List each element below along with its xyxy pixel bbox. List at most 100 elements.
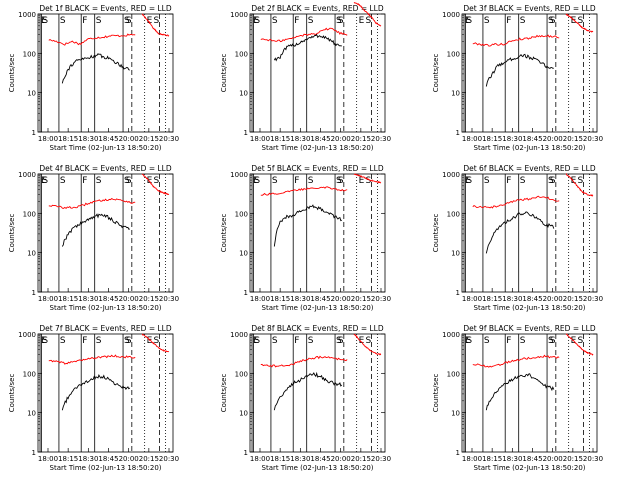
x-axis-label: Start Time (02-Jun-13 18:50:20) — [50, 144, 162, 152]
x-tick-label: 18:15 — [270, 295, 290, 303]
marker-label: E — [147, 16, 153, 26]
marker-label: S — [520, 336, 526, 346]
x-tick-label: 18:30 — [78, 295, 98, 303]
x-tick-label: 18:45 — [310, 135, 330, 143]
x-tick-label: 20:30 — [159, 135, 179, 143]
marker-label: S — [124, 176, 130, 186]
x-tick-label: 18:00 — [462, 455, 482, 463]
y-tick-label: 10 — [451, 410, 460, 418]
y-tick-label: 10 — [239, 90, 248, 98]
detector-panel: Det 9f BLACK = Events, RED = LLD 1 10 100 10… — [432, 324, 603, 472]
y-tick-label: 10 — [239, 410, 248, 418]
marker-label: F — [506, 16, 511, 26]
events-series-line — [273, 204, 342, 247]
marker-label: S — [272, 16, 278, 26]
y-axis-label: Counts/sec — [220, 54, 228, 93]
marker-label: F — [82, 16, 87, 26]
y-tick-label: 100 — [235, 370, 248, 378]
y-tick-label: 1 — [32, 449, 36, 457]
y-tick-label: 10 — [239, 250, 248, 258]
plot-frame — [37, 13, 174, 133]
plot-frame — [37, 333, 174, 453]
marker-label: S — [42, 16, 48, 26]
marker-label: F — [294, 16, 299, 26]
marker-label: S — [336, 176, 342, 186]
x-tick-label: 20:30 — [583, 455, 603, 463]
detector-panel: Det 7f BLACK = Events, RED = LLD 1 10 100 10… — [8, 324, 179, 472]
x-tick-label: 18:00 — [38, 455, 58, 463]
x-tick-label: 18:30 — [290, 135, 310, 143]
marker-label: F — [506, 336, 511, 346]
marker-label: S — [466, 16, 472, 26]
x-tick-label: 18:30 — [502, 455, 522, 463]
marker-label: E — [465, 336, 471, 346]
y-tick-label: 1000 — [230, 171, 248, 179]
plot-frame — [249, 173, 386, 293]
marker-label: E — [465, 16, 471, 26]
x-axis-label: Start Time (02-Jun-13 18:50:20) — [474, 304, 586, 312]
detector-panel: Det 3f BLACK = Events, RED = LLD 1 10 100 10… — [432, 4, 603, 152]
x-tick-label: 20:30 — [371, 135, 391, 143]
x-tick-label: 20:00 — [543, 455, 563, 463]
lld-series-line — [353, 173, 382, 184]
x-tick-label: 18:15 — [58, 135, 78, 143]
x-tick-label: 18:15 — [58, 295, 78, 303]
marker-label: S — [484, 16, 490, 26]
y-axis-label: Counts/sec — [8, 214, 16, 253]
panel-title: Det 6f BLACK = Events, RED = LLD — [463, 164, 596, 173]
marker-label: F — [82, 176, 87, 186]
x-tick-label: 18:30 — [502, 295, 522, 303]
y-tick-label: 1 — [244, 129, 248, 137]
marker-label: S — [578, 16, 584, 26]
marker-label: S — [338, 16, 344, 26]
x-tick-label: 18:00 — [38, 295, 58, 303]
x-axis-label: Start Time (02-Jun-13 18:50:20) — [474, 464, 586, 472]
x-tick-label: 18:45 — [522, 135, 542, 143]
lld-series-line — [141, 333, 170, 353]
lld-series-line — [141, 173, 170, 196]
marker-label: S — [338, 176, 344, 186]
y-tick-label: 10 — [451, 250, 460, 258]
x-tick-label: 20:30 — [371, 455, 391, 463]
lld-series-line — [260, 27, 348, 43]
x-tick-label: 18:45 — [522, 455, 542, 463]
x-tick-label: 20:15 — [139, 135, 159, 143]
x-tick-label: 20:15 — [563, 295, 583, 303]
marker-label: S — [42, 336, 48, 346]
x-tick-label: 18:45 — [310, 295, 330, 303]
x-tick-label: 20:15 — [139, 295, 159, 303]
events-series-line — [485, 211, 555, 254]
x-tick-label: 20:00 — [543, 135, 563, 143]
marker-label: S — [96, 336, 102, 346]
marker-label: F — [506, 176, 511, 186]
panel-title: Det 5f BLACK = Events, RED = LLD — [251, 164, 384, 173]
x-tick-label: 18:15 — [482, 295, 502, 303]
x-tick-label: 18:15 — [270, 455, 290, 463]
marker-label: S — [254, 176, 260, 186]
lld-series-line — [48, 354, 136, 365]
x-tick-label: 20:30 — [583, 295, 603, 303]
lld-series-line — [565, 172, 594, 197]
marker-label: S — [42, 176, 48, 186]
marker-label: S — [60, 16, 66, 26]
detector-panel: Det 8f BLACK = Events, RED = LLD 1 10 100 10… — [220, 324, 391, 472]
marker-label: S — [154, 16, 160, 26]
plot-frame — [461, 173, 598, 293]
lld-series-line — [472, 354, 560, 368]
x-tick-label: 18:15 — [270, 135, 290, 143]
x-tick-label: 18:30 — [502, 135, 522, 143]
marker-label: E — [571, 176, 577, 186]
panel-title: Det 4f BLACK = Events, RED = LLD — [39, 164, 172, 173]
x-tick-label: 20:30 — [159, 295, 179, 303]
marker-label: E — [359, 16, 365, 26]
y-tick-label: 10 — [451, 90, 460, 98]
x-tick-label: 20:15 — [563, 455, 583, 463]
x-tick-label: 18:15 — [482, 135, 502, 143]
marker-label: F — [82, 336, 87, 346]
lld-series-line — [353, 333, 382, 356]
y-axis-label: Counts/sec — [432, 374, 440, 413]
y-axis-label: Counts/sec — [8, 374, 16, 413]
x-tick-label: 18:45 — [522, 295, 542, 303]
x-axis-label: Start Time (02-Jun-13 18:50:20) — [50, 464, 162, 472]
